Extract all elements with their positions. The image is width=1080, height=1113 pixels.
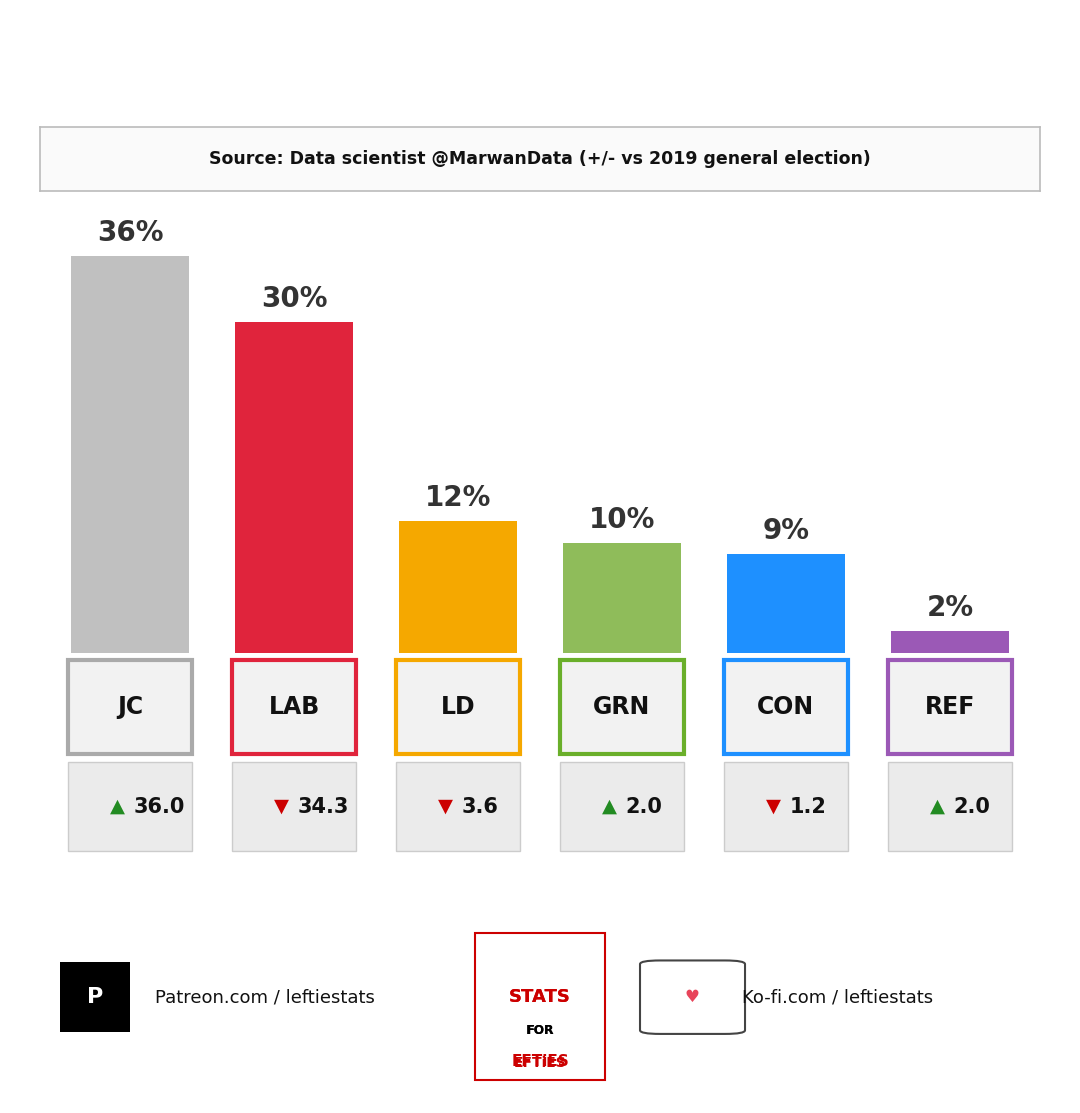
Text: ▼: ▼	[438, 797, 454, 816]
Text: 12%: 12%	[424, 484, 491, 512]
Text: ▲: ▲	[602, 797, 617, 816]
Text: ▲: ▲	[930, 797, 945, 816]
Text: ▼: ▼	[274, 797, 289, 816]
FancyBboxPatch shape	[724, 762, 848, 850]
FancyBboxPatch shape	[559, 660, 685, 754]
Text: 2.0: 2.0	[625, 797, 662, 817]
Text: STATS: STATS	[509, 988, 571, 1006]
Text: Source: Data scientist @MarwanData (+/- vs 2019 general election): Source: Data scientist @MarwanData (+/- …	[210, 150, 870, 168]
Text: EFTiES: EFTiES	[511, 1054, 569, 1068]
FancyBboxPatch shape	[395, 762, 521, 850]
Text: Ko-fi.com / leftiestats: Ko-fi.com / leftiestats	[742, 988, 933, 1006]
Text: ▲: ▲	[110, 797, 125, 816]
Text: P: P	[86, 987, 103, 1007]
Text: JC: JC	[117, 695, 144, 719]
Text: 3.6: 3.6	[461, 797, 498, 817]
Text: FOR: FOR	[526, 1024, 554, 1036]
FancyBboxPatch shape	[888, 762, 1012, 850]
Text: 1.2: 1.2	[789, 797, 826, 817]
Text: 36.0: 36.0	[134, 797, 185, 817]
Bar	[563, 543, 681, 653]
Text: 9%: 9%	[762, 516, 809, 545]
Text: CON: CON	[757, 695, 814, 719]
Text: 34.3: 34.3	[297, 797, 349, 817]
Text: LD: LD	[441, 695, 475, 719]
FancyBboxPatch shape	[724, 660, 848, 754]
Text: 36%: 36%	[97, 219, 163, 247]
Bar	[399, 521, 517, 653]
FancyBboxPatch shape	[559, 762, 685, 850]
Text: 2.0: 2.0	[954, 797, 990, 817]
Bar	[71, 256, 189, 653]
Text: STATS: STATS	[509, 988, 571, 1006]
Bar	[60, 963, 130, 1032]
Text: ▼: ▼	[766, 797, 781, 816]
FancyBboxPatch shape	[232, 660, 356, 754]
Text: REF: REF	[924, 695, 975, 719]
Text: FOR: FOR	[526, 1024, 554, 1036]
FancyBboxPatch shape	[68, 660, 192, 754]
Text: EFTiES: EFTiES	[514, 1056, 566, 1071]
Text: GRN: GRN	[593, 695, 650, 719]
FancyBboxPatch shape	[888, 660, 1012, 754]
Bar	[891, 631, 1009, 653]
Text: LAB: LAB	[269, 695, 320, 719]
Text: 30%: 30%	[261, 285, 327, 313]
FancyBboxPatch shape	[395, 660, 521, 754]
Text: 10%: 10%	[589, 505, 656, 534]
FancyBboxPatch shape	[232, 762, 356, 850]
FancyBboxPatch shape	[475, 933, 605, 1080]
Text: Patreon.com / leftiestats: Patreon.com / leftiestats	[154, 988, 375, 1006]
Text: 2%: 2%	[927, 594, 973, 622]
Bar	[235, 322, 353, 653]
FancyBboxPatch shape	[68, 762, 192, 850]
FancyBboxPatch shape	[640, 961, 745, 1034]
Bar	[727, 553, 845, 653]
Text: Estimated GE2024 result in Islington North: Estimated GE2024 result in Islington Nor…	[102, 51, 978, 85]
Text: ♥: ♥	[685, 988, 700, 1006]
